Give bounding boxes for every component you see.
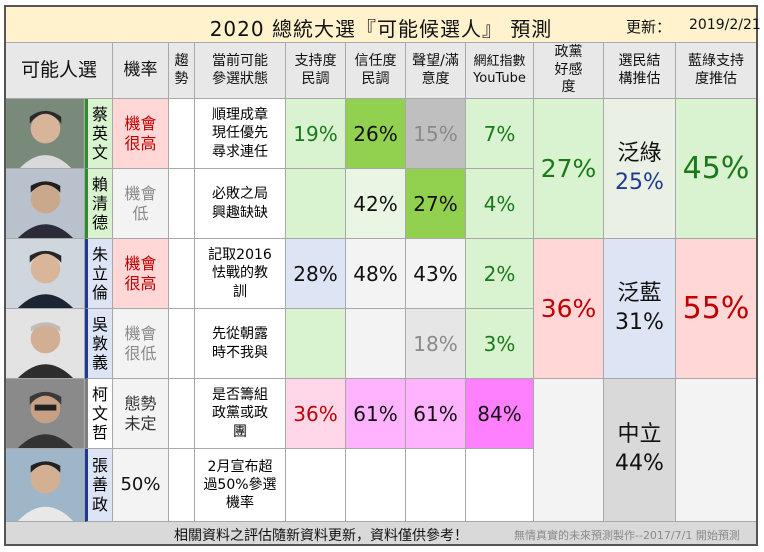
internet-cell: 7% [466, 99, 534, 169]
header-camp-support: 藍綠支持度推估 [676, 43, 756, 99]
candidate-photo [6, 379, 85, 449]
trend-cell [169, 99, 195, 169]
probability-cell: 機會很高 [113, 239, 169, 309]
internet-cell: 3% [466, 309, 534, 379]
header-reputation: 聲望/滿意度 [406, 43, 466, 99]
candidate-photo [6, 309, 85, 379]
header-trend: 趨勢 [169, 43, 195, 99]
header-candidate: 可能人選 [6, 43, 113, 99]
party-favor-cell [534, 379, 604, 522]
candidate-photo [6, 239, 85, 309]
probability-cell: 機會很高 [113, 99, 169, 169]
header-internet: 網紅指數YouTube [466, 43, 534, 99]
status-cell: 2月宣布超過50%參選機率 [195, 449, 286, 522]
footer-note: 相關資料之評估隨新資料更新，資料僅供參考！ [174, 528, 468, 544]
support-cell [286, 169, 346, 239]
probability-cell: 機會低 [113, 169, 169, 239]
status-cell: 順理成章現任優先尋求連任 [195, 99, 286, 169]
reputation-cell: 27% [406, 169, 466, 239]
candidate-photo [6, 449, 85, 522]
party-favor-cell: 27% [534, 99, 604, 239]
internet-cell: 84% [466, 379, 534, 449]
support-cell: 19% [286, 99, 346, 169]
camp-support-cell: 55% [676, 239, 756, 379]
header-support: 支持度民調 [286, 43, 346, 99]
portrait-photo-icon [6, 169, 84, 238]
trend-cell [169, 379, 195, 449]
voter-structure-cell: 泛藍 31% [604, 239, 676, 379]
footer-credit: 無情真實的未來預測製作--2017/7/1 開始預測 [514, 529, 740, 542]
voter-label: 泛綠 [617, 140, 662, 166]
candidate-name: 柯文哲 [85, 379, 113, 449]
forecast-table: 2020 總統大選『可能候選人』 預測 更新： 2019/2/21 可能人選 機… [4, 5, 761, 546]
support-cell: 28% [286, 239, 346, 309]
party-favor-cell: 36% [534, 239, 604, 379]
portrait-photo-icon [6, 239, 84, 308]
voter-label: 泛藍 [617, 280, 662, 306]
reputation-cell [406, 449, 466, 522]
voter-percent: 25% [615, 169, 664, 195]
status-cell: 是否籌組政黨或政團 [195, 379, 286, 449]
camp-support-cell [676, 379, 756, 522]
internet-cell: 2% [466, 239, 534, 309]
update-label: 更新： [626, 18, 672, 36]
trust-cell: 42% [346, 169, 406, 239]
trust-cell: 48% [346, 239, 406, 309]
voter-structure-cell: 泛綠 25% [604, 99, 676, 239]
probability-cell: 機會很低 [113, 309, 169, 379]
trend-cell [169, 309, 195, 379]
trend-cell [169, 239, 195, 309]
portrait-photo-icon [6, 449, 84, 521]
support-cell [286, 309, 346, 379]
voter-label: 中立 [617, 422, 662, 448]
page-title: 2020 總統大選『可能候選人』 預測 [209, 17, 553, 41]
trust-cell [346, 309, 406, 379]
voter-percent: 44% [615, 451, 664, 476]
trend-cell [169, 169, 195, 239]
update-date: 2019/2/21 [689, 17, 761, 33]
header-party-favor: 政黨好感度 [534, 43, 604, 99]
candidate-photo [6, 169, 85, 239]
trust-cell [346, 449, 406, 522]
internet-cell: 4% [466, 169, 534, 239]
portrait-photo-icon [6, 99, 84, 168]
voter-percent: 31% [615, 309, 664, 335]
status-cell: 記取2016怯戰的教訓 [195, 239, 286, 309]
header-status: 當前可能參選狀態 [195, 43, 286, 99]
candidate-photo [6, 99, 85, 169]
probability-cell: 50% [113, 449, 169, 522]
support-cell [286, 449, 346, 522]
reputation-cell: 43% [406, 239, 466, 309]
candidate-name: 張善政 [85, 449, 113, 522]
trust-cell: 61% [346, 379, 406, 449]
trust-cell: 26% [346, 99, 406, 169]
title-bar: 2020 總統大選『可能候選人』 預測 更新： 2019/2/21 [6, 7, 761, 43]
reputation-cell: 61% [406, 379, 466, 449]
reputation-cell: 15% [406, 99, 466, 169]
camp-support-cell: 45% [676, 99, 756, 239]
candidate-name: 朱立倫 [85, 239, 113, 309]
header-voter-structure: 選民結構推估 [604, 43, 676, 99]
header-trust: 信任度民調 [346, 43, 406, 99]
probability-cell: 態勢未定 [113, 379, 169, 449]
internet-cell [466, 449, 534, 522]
trend-cell [169, 449, 195, 522]
status-cell: 必敗之局興趣缺缺 [195, 169, 286, 239]
portrait-photo-icon [6, 309, 84, 378]
candidate-name: 賴清德 [85, 169, 113, 239]
header-probability: 機率 [113, 43, 169, 99]
portrait-photo-icon [6, 379, 84, 448]
reputation-cell: 18% [406, 309, 466, 379]
support-cell: 36% [286, 379, 346, 449]
voter-structure-cell: 中立 44% [604, 379, 676, 522]
status-cell: 先從朝露時不我與 [195, 309, 286, 379]
candidate-name: 吳敦義 [85, 309, 113, 379]
candidate-name: 蔡英文 [85, 99, 113, 169]
footer: 相關資料之評估隨新資料更新，資料僅供參考！ 無情真實的未來預測製作--2017/… [6, 522, 756, 544]
